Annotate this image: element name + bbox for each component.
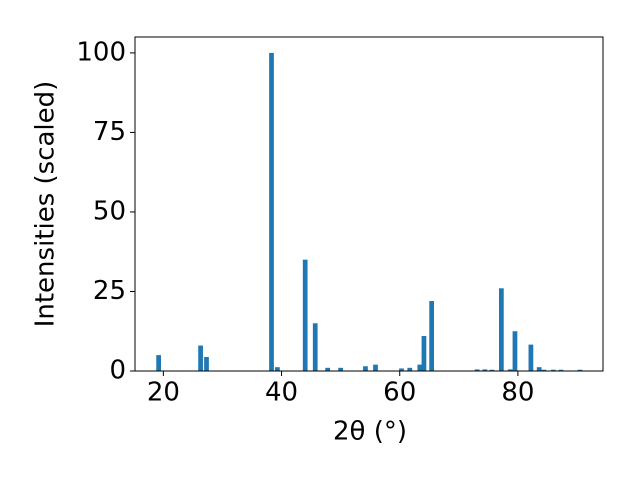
y-axis-label: Intensities (scaled) [31,81,61,328]
bar [577,369,583,371]
bar [407,367,413,371]
bar [325,367,330,371]
bar [482,369,488,371]
plot-frame [134,36,604,372]
bar [373,364,378,371]
bar [558,369,564,371]
y-tick-label: 0 [109,356,126,386]
bar [489,369,495,371]
bar [269,52,274,372]
bar [275,367,280,371]
bar [312,323,318,371]
bar [338,367,343,371]
bar [204,357,209,371]
y-tick-label: 100 [76,37,126,67]
bar [474,369,480,371]
x-tick-label: 40 [265,378,298,408]
bar [421,336,427,371]
bar [399,368,404,371]
bar [198,345,203,371]
bar [536,367,542,371]
bar [551,369,556,371]
bar [507,369,513,371]
bar [512,331,518,371]
bar [541,369,547,371]
bar [417,364,423,371]
y-tick-label: 25 [93,276,126,306]
bar [302,259,308,371]
bar [528,344,534,371]
x-tick-label: 20 [147,378,180,408]
y-tick-label: 50 [93,196,126,226]
bar [429,301,434,371]
bar [363,366,368,371]
x-axis-label: 2θ (°) [333,417,407,447]
x-tick-label: 60 [383,378,416,408]
x-tick-label: 80 [501,378,534,408]
y-tick-label: 75 [93,117,126,147]
bar [156,355,161,371]
bar [499,288,504,371]
